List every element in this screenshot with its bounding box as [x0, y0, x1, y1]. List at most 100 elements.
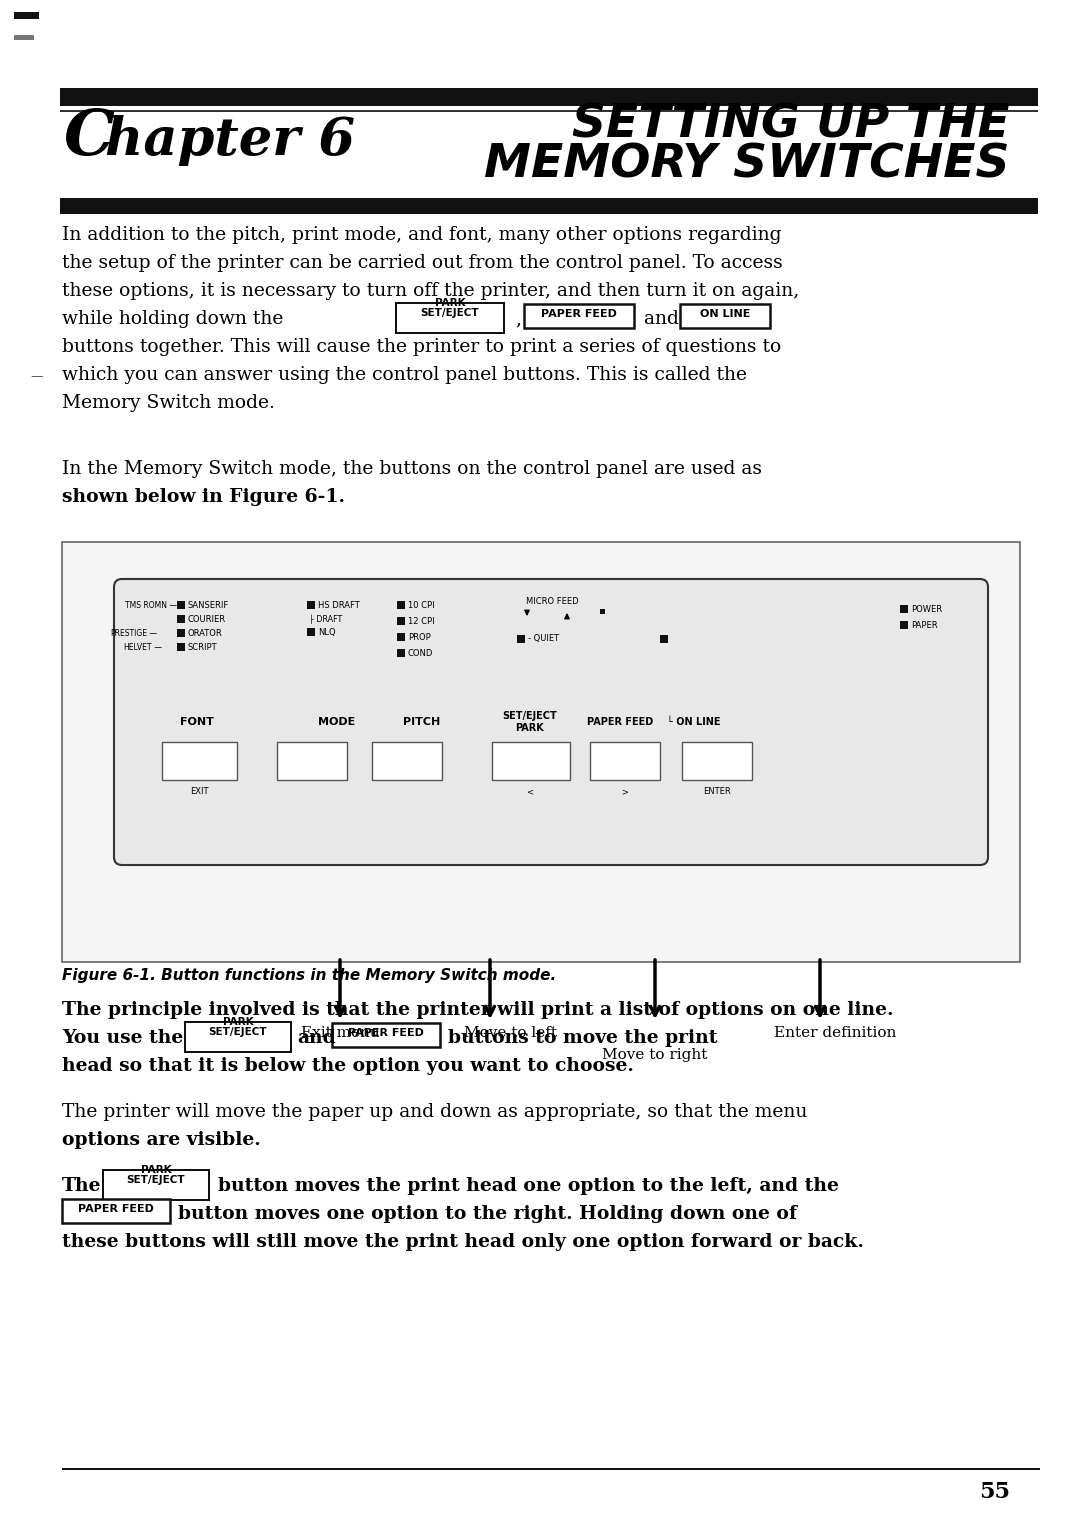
- Bar: [395, 303, 505, 335]
- Text: The principle involved is that the printer will print a list of options on one l: The principle involved is that the print…: [62, 1001, 893, 1019]
- Text: HS DRAFT: HS DRAFT: [318, 601, 360, 610]
- Text: MICRO FEED: MICRO FEED: [526, 597, 578, 607]
- Bar: [177, 630, 185, 637]
- Text: —: —: [30, 370, 42, 384]
- Text: Move to right: Move to right: [603, 1048, 707, 1062]
- Bar: [372, 743, 442, 779]
- FancyBboxPatch shape: [114, 579, 988, 865]
- Text: TMS ROMN: TMS ROMN: [125, 601, 167, 610]
- Bar: [60, 199, 1038, 214]
- Text: PAPER FEED: PAPER FEED: [348, 1028, 424, 1038]
- Text: Enter definition: Enter definition: [773, 1025, 896, 1041]
- Text: Move to left: Move to left: [463, 1025, 556, 1041]
- Bar: [524, 304, 634, 329]
- Text: MODE: MODE: [319, 717, 355, 727]
- Bar: [681, 743, 752, 779]
- Text: PRESTIGE: PRESTIGE: [110, 628, 147, 637]
- Text: FONT: FONT: [180, 717, 214, 727]
- Bar: [62, 1468, 1040, 1470]
- Text: button moves the print head one option to the left, and the: button moves the print head one option t…: [218, 1177, 839, 1195]
- Bar: [60, 110, 1038, 112]
- Text: and: and: [297, 1028, 336, 1047]
- Text: SCRIPT: SCRIPT: [188, 642, 218, 651]
- Text: buttons together. This will cause the printer to print a series of questions to: buttons together. This will cause the pr…: [62, 338, 781, 356]
- Text: - QUIET: - QUIET: [528, 634, 559, 643]
- Text: SET/EJECT
PARK: SET/EJECT PARK: [502, 711, 557, 733]
- Text: buttons to move the print: buttons to move the print: [448, 1028, 717, 1047]
- Text: 12 CPI: 12 CPI: [408, 616, 434, 625]
- Text: EXIT: EXIT: [190, 787, 208, 796]
- Text: MEMORY SWITCHES: MEMORY SWITCHES: [485, 144, 1010, 188]
- Bar: [60, 89, 1038, 105]
- Bar: [680, 304, 770, 329]
- Bar: [276, 743, 347, 779]
- Text: HELVET: HELVET: [123, 642, 152, 651]
- Text: In addition to the pitch, print mode, and font, many other options regarding: In addition to the pitch, print mode, an…: [62, 226, 782, 244]
- Text: options are visible.: options are visible.: [62, 1131, 260, 1149]
- Text: PROP: PROP: [408, 633, 431, 642]
- Text: which you can answer using the control panel buttons. This is called the: which you can answer using the control p…: [62, 367, 747, 384]
- Text: You use the: You use the: [62, 1028, 184, 1047]
- Bar: [307, 628, 315, 636]
- Bar: [14, 35, 33, 40]
- Text: └ ON LINE: └ ON LINE: [667, 717, 720, 727]
- Text: PAPER FEED: PAPER FEED: [78, 1204, 154, 1215]
- Text: PAPER FEED: PAPER FEED: [586, 717, 653, 727]
- Bar: [397, 601, 405, 610]
- Bar: [660, 636, 669, 643]
- Text: SET/EJECT: SET/EJECT: [126, 1175, 186, 1186]
- Text: shown below in Figure 6-1.: shown below in Figure 6-1.: [62, 487, 345, 506]
- Bar: [177, 643, 185, 651]
- Text: 55: 55: [978, 1481, 1010, 1504]
- Bar: [900, 605, 908, 613]
- Text: COND: COND: [408, 648, 433, 657]
- Text: SET/EJECT: SET/EJECT: [208, 1027, 268, 1038]
- Bar: [177, 601, 185, 610]
- Text: head so that it is below the option you want to choose.: head so that it is below the option you …: [62, 1057, 634, 1076]
- Bar: [397, 633, 405, 642]
- Text: COURIER: COURIER: [188, 614, 226, 623]
- Text: PAPER: PAPER: [912, 620, 937, 630]
- Text: —: —: [152, 642, 162, 651]
- Text: PARK: PARK: [434, 298, 465, 309]
- Bar: [900, 620, 908, 630]
- Text: while holding down the: while holding down the: [62, 310, 283, 329]
- Text: ├ DRAFT: ├ DRAFT: [309, 614, 342, 623]
- Bar: [184, 1021, 292, 1053]
- Bar: [186, 1024, 291, 1051]
- Text: The printer will move the paper up and down as appropriate, so that the menu: The printer will move the paper up and d…: [62, 1103, 808, 1122]
- Text: PAPER FEED: PAPER FEED: [541, 309, 617, 319]
- Bar: [397, 617, 405, 625]
- Bar: [332, 1024, 440, 1047]
- Text: these buttons will still move the print head only one option forward or back.: these buttons will still move the print …: [62, 1233, 864, 1251]
- Bar: [397, 304, 503, 332]
- Text: button moves one option to the right. Holding down one of: button moves one option to the right. Ho…: [178, 1206, 797, 1222]
- Text: —: —: [147, 628, 157, 637]
- Bar: [104, 1170, 208, 1199]
- Text: —: —: [167, 601, 177, 610]
- Text: The: The: [62, 1177, 102, 1195]
- Text: PARK: PARK: [140, 1164, 172, 1175]
- Bar: [62, 1199, 170, 1222]
- Bar: [307, 601, 315, 610]
- Bar: [14, 12, 39, 18]
- Text: these options, it is necessary to turn off the printer, and then turn it on agai: these options, it is necessary to turn o…: [62, 283, 799, 299]
- Text: NLQ: NLQ: [318, 628, 336, 637]
- Bar: [177, 614, 185, 623]
- Text: hapter 6: hapter 6: [105, 115, 355, 167]
- Text: POWER: POWER: [912, 605, 942, 614]
- Bar: [62, 542, 1020, 963]
- Bar: [397, 649, 405, 657]
- Text: Figure 6-1. Button functions in the Memory Switch mode.: Figure 6-1. Button functions in the Memo…: [62, 969, 556, 983]
- Text: Memory Switch mode.: Memory Switch mode.: [62, 394, 275, 413]
- Bar: [162, 743, 237, 779]
- Text: SANSERIF: SANSERIF: [188, 601, 229, 610]
- Text: C: C: [63, 107, 113, 168]
- Text: >: >: [621, 787, 629, 796]
- Text: SET/EJECT: SET/EJECT: [421, 309, 480, 318]
- Text: ON LINE: ON LINE: [700, 309, 751, 319]
- Text: 10 CPI: 10 CPI: [408, 601, 434, 610]
- Text: <: <: [527, 787, 534, 796]
- Bar: [517, 636, 525, 643]
- Bar: [600, 610, 605, 614]
